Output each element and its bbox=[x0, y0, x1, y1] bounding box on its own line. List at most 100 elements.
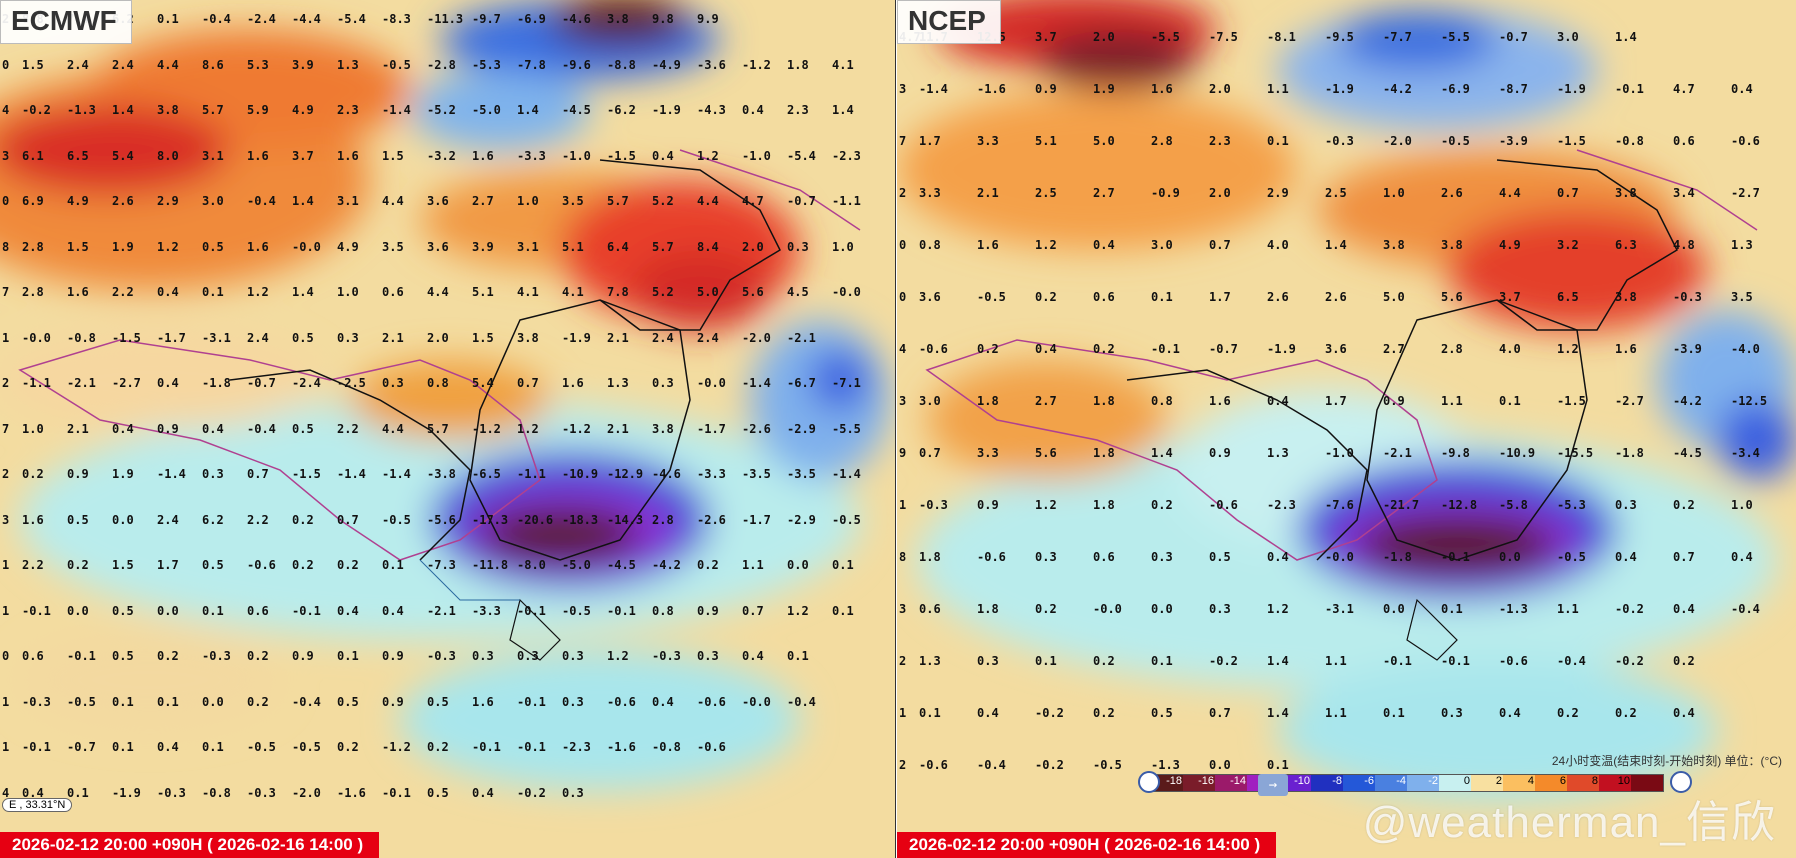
grid-value: 1.7 bbox=[1325, 394, 1347, 408]
grid-value: -5.4 bbox=[337, 12, 366, 26]
grid-value: 0.2 bbox=[1673, 498, 1695, 512]
grid-value: 1.7 bbox=[919, 134, 941, 148]
grid-value: 0.4 bbox=[157, 376, 179, 390]
grid-value: 0.4 bbox=[1035, 342, 1057, 356]
grid-value: -20.6 bbox=[517, 512, 554, 527]
grid-value: -3.9 bbox=[1673, 342, 1702, 356]
grid-value: -12.8 bbox=[1441, 498, 1478, 512]
grid-value: 0.1 bbox=[202, 285, 224, 299]
grid-value: -1.2 bbox=[472, 421, 501, 436]
grid-value: 0.5 bbox=[427, 694, 449, 709]
grid-value: 4.4 bbox=[382, 421, 404, 436]
grid-value: 9 bbox=[899, 446, 907, 460]
grid-value: 2.0 bbox=[1209, 186, 1231, 200]
grid-value: -4.5 bbox=[562, 103, 591, 117]
grid-value: 2.7 bbox=[1383, 342, 1405, 356]
legend-swatch bbox=[1567, 775, 1599, 791]
grid-value: -18.3 bbox=[562, 512, 599, 527]
legend-tick-label: -14 bbox=[1230, 775, 1246, 787]
grid-value: -3.1 bbox=[1325, 602, 1354, 616]
grid-value: 8.0 bbox=[157, 148, 179, 163]
grid-value: 3.8 bbox=[1615, 290, 1637, 304]
grid-value: -9.5 bbox=[1325, 30, 1354, 44]
grid-value: -2.3 bbox=[562, 740, 591, 754]
grid-value: -2.9 bbox=[787, 421, 816, 436]
grid-value: -8.3 bbox=[382, 12, 411, 26]
grid-value: -2.4 bbox=[247, 12, 276, 26]
grid-value: -0.0 bbox=[697, 376, 726, 390]
grid-value: 3.7 bbox=[1035, 30, 1057, 44]
grid-value: 2.0 bbox=[1093, 30, 1115, 44]
grid-value: -7.6 bbox=[1325, 498, 1354, 512]
grid-value: -6.2 bbox=[607, 103, 636, 117]
grid-value: -1.3 bbox=[1499, 602, 1528, 616]
grid-value: 1.1 bbox=[1557, 602, 1579, 616]
grid-value: 0.2 bbox=[1035, 602, 1057, 616]
grid-value: 2.4 bbox=[67, 57, 89, 72]
grid-value: 0.7 bbox=[919, 446, 941, 460]
grid-value: 9.9 bbox=[697, 12, 719, 26]
grid-value: -1.4 bbox=[382, 467, 411, 481]
grid-value: 2.1 bbox=[67, 421, 89, 436]
grid-value: 0.2 bbox=[427, 740, 449, 754]
grid-value: -1.7 bbox=[742, 512, 771, 527]
grid-value: 3.8 bbox=[652, 421, 674, 436]
grid-value: 0.3 bbox=[337, 330, 359, 345]
grid-value: 1.0 bbox=[517, 194, 539, 208]
grid-value: 1.2 bbox=[1267, 602, 1289, 616]
grid-value: 0.1 bbox=[382, 558, 404, 572]
grid-value: -0.1 bbox=[67, 649, 96, 663]
grid-value: 0.5 bbox=[67, 512, 89, 527]
grid-value: 3.5 bbox=[1731, 290, 1753, 304]
grid-value: 2.4 bbox=[157, 512, 179, 527]
grid-value: -0.2 bbox=[1035, 758, 1064, 772]
grid-value: 0.7 bbox=[517, 376, 539, 390]
grid-value: 0.8 bbox=[427, 376, 449, 390]
grid-value: -2.6 bbox=[697, 512, 726, 527]
grid-value: -0.4 bbox=[1557, 654, 1586, 668]
grid-value: -3.6 bbox=[697, 57, 726, 72]
grid-value: 0.2 bbox=[337, 740, 359, 754]
grid-value: -9.6 bbox=[562, 57, 591, 72]
grid-value: 0.4 bbox=[652, 694, 674, 709]
grid-value: 2.3 bbox=[787, 103, 809, 117]
grid-value: -6.9 bbox=[1441, 82, 1470, 96]
grid-value: -1.4 bbox=[157, 467, 186, 481]
grid-value: 0.6 bbox=[247, 603, 269, 618]
grid-value: 1.1 bbox=[1267, 82, 1289, 96]
legend-right-handle[interactable] bbox=[1670, 771, 1692, 793]
grid-value: 2.1 bbox=[977, 186, 999, 200]
grid-value: -2.1 bbox=[67, 376, 96, 390]
grid-value: -0.7 bbox=[247, 376, 276, 390]
legend-title: 24小时变温(结束时刻-开始时刻) 单位：(°C) bbox=[1551, 754, 1782, 768]
grid-value: 0.1 bbox=[1267, 758, 1289, 772]
grid-value: 1.0 bbox=[337, 285, 359, 299]
grid-value: -3.8 bbox=[427, 467, 456, 481]
legend-arrow-button[interactable]: → bbox=[1258, 774, 1288, 796]
legend-swatch bbox=[1631, 775, 1663, 791]
grid-value: 0.0 bbox=[1151, 602, 1173, 616]
legend-tick-label: 6 bbox=[1559, 775, 1566, 787]
grid-value: -11.8 bbox=[472, 558, 509, 572]
grid-value: -2.8 bbox=[427, 57, 456, 72]
grid-value: -4.6 bbox=[562, 12, 591, 26]
grid-value: 1.5 bbox=[67, 239, 89, 254]
grid-value: 3.9 bbox=[292, 57, 314, 72]
grid-value: 0.4 bbox=[977, 706, 999, 720]
grid-value: -3.1 bbox=[202, 330, 231, 345]
grid-value: -5.5 bbox=[832, 421, 861, 436]
grid-value: 0.2 bbox=[1035, 290, 1057, 304]
grid-value: 0.1 bbox=[832, 603, 854, 618]
grid-value: 0.5 bbox=[292, 330, 314, 345]
grid-value: -0.2 bbox=[1615, 654, 1644, 668]
legend-left-handle[interactable] bbox=[1138, 771, 1160, 793]
grid-value: -1.4 bbox=[382, 103, 411, 117]
grid-value: 0.4 bbox=[472, 785, 494, 800]
grid-value: -7.8 bbox=[517, 57, 546, 72]
grid-value: -1.9 bbox=[112, 785, 141, 800]
grid-value: 4.0 bbox=[1499, 342, 1521, 356]
grid-value: -6.9 bbox=[517, 12, 546, 26]
grid-value: -0.1 bbox=[517, 603, 546, 618]
grid-value: 1 bbox=[899, 706, 907, 720]
grid-value: -9.7 bbox=[472, 12, 501, 26]
